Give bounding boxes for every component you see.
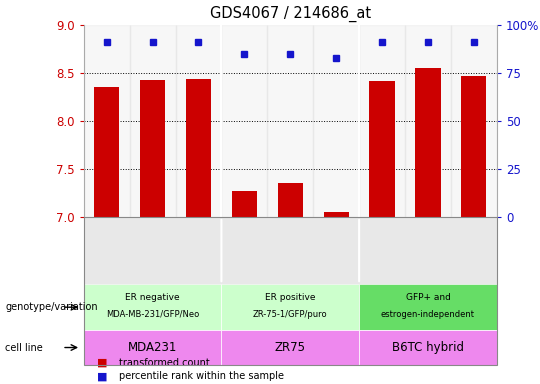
- Text: ZR75: ZR75: [275, 341, 306, 354]
- Text: ER negative: ER negative: [125, 293, 180, 303]
- Bar: [313, 25, 359, 217]
- Bar: [221, 25, 267, 217]
- Text: B6TC hybrid: B6TC hybrid: [392, 341, 464, 354]
- Bar: [140, 80, 165, 217]
- Bar: [186, 79, 211, 217]
- Bar: [323, 212, 349, 217]
- Text: ZR-75-1/GFP/puro: ZR-75-1/GFP/puro: [253, 310, 328, 319]
- Text: estrogen-independent: estrogen-independent: [381, 310, 475, 319]
- Bar: [278, 184, 303, 217]
- Text: ■: ■: [97, 371, 107, 381]
- Text: MDA-MB-231/GFP/Neo: MDA-MB-231/GFP/Neo: [106, 310, 199, 319]
- Bar: [451, 25, 497, 217]
- Text: MDA231: MDA231: [128, 341, 177, 354]
- Bar: [369, 81, 395, 217]
- Bar: [267, 25, 313, 217]
- Text: ■: ■: [97, 358, 107, 368]
- Bar: [176, 25, 221, 217]
- Bar: [232, 191, 257, 217]
- Bar: [94, 88, 119, 217]
- Bar: [461, 76, 487, 217]
- Title: GDS4067 / 214686_at: GDS4067 / 214686_at: [210, 6, 371, 22]
- Bar: [359, 25, 405, 217]
- Bar: [130, 25, 176, 217]
- Text: percentile rank within the sample: percentile rank within the sample: [119, 371, 284, 381]
- Text: transformed count: transformed count: [119, 358, 210, 368]
- Bar: [405, 25, 451, 217]
- Text: ER positive: ER positive: [265, 293, 315, 303]
- Text: genotype/variation: genotype/variation: [5, 302, 98, 312]
- Text: GFP+ and: GFP+ and: [406, 293, 450, 303]
- Bar: [84, 25, 130, 217]
- Bar: [415, 68, 441, 217]
- Text: cell line: cell line: [5, 343, 43, 353]
